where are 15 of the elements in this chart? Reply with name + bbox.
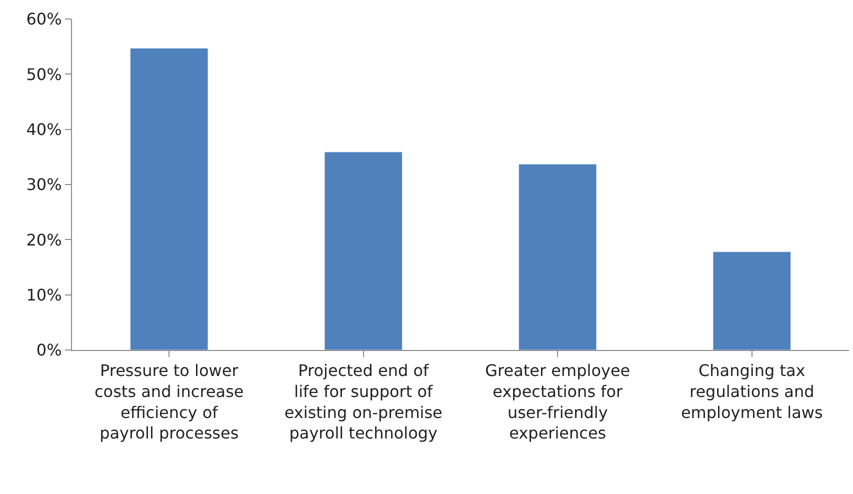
- x-tick-label: Projected end of life for support of existing on-premise payroll technology: [284, 361, 442, 443]
- bar: [324, 152, 402, 350]
- y-tick-label: 10%: [26, 285, 62, 304]
- y-tick-label: 20%: [26, 230, 62, 250]
- bar: [518, 164, 597, 350]
- y-tick-label: 30%: [26, 175, 62, 194]
- y-tick-label: 0%: [36, 340, 62, 360]
- y-tick-label: 40%: [26, 120, 62, 139]
- x-tick-label: Pressure to lower costs and increase efficiency of payroll processes: [94, 361, 244, 443]
- x-tick-label: Greater employee expectations for user-friendly experiences: [485, 361, 630, 443]
- bar: [130, 48, 208, 350]
- x-tick-label: Changing tax regulations and employment laws: [680, 361, 823, 422]
- bar: [712, 252, 791, 350]
- y-tick-label: 50%: [26, 64, 62, 84]
- y-tick-label: 60%: [26, 10, 62, 29]
